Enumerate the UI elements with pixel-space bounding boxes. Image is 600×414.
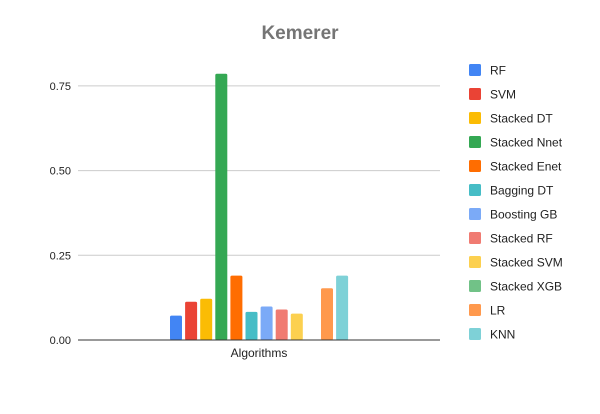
legend-swatch: [469, 328, 481, 340]
legend-swatch: [469, 64, 481, 76]
legend-label: Boosting GB: [490, 208, 557, 222]
bar-stacked-enet[interactable]: [230, 275, 243, 340]
bar-stacked-dt[interactable]: [200, 298, 213, 340]
bar-stacked-nnet[interactable]: [215, 73, 228, 340]
legend-label: Stacked DT: [490, 112, 553, 126]
legend-swatch: [469, 160, 481, 172]
y-tick-label: 0.00: [50, 335, 71, 347]
grid-layer: 0.00 0.25 0.50 0.75: [50, 81, 440, 347]
legend: RF SVM Stacked DT Stacked Nnet Stacked Enet B…: [469, 64, 563, 342]
legend-swatch: [469, 184, 481, 196]
bar-lr[interactable]: [321, 288, 333, 340]
legend-label: LR: [490, 304, 506, 318]
bar-bagging-dt[interactable]: [245, 311, 258, 340]
legend-swatch: [469, 256, 481, 268]
legend-label: Stacked SVM: [490, 256, 563, 270]
legend-swatch: [469, 136, 481, 148]
legend-swatch: [469, 112, 481, 124]
bar-rf[interactable]: [170, 315, 182, 340]
legend-swatch: [469, 232, 481, 244]
y-tick-label: 0.75: [50, 81, 71, 93]
x-category-label: Algorithms: [231, 346, 288, 360]
legend-label: Stacked RF: [490, 232, 553, 246]
bar-svm[interactable]: [185, 301, 198, 340]
y-tick-label: 0.25: [50, 250, 71, 262]
chart-title: Kemerer: [261, 23, 339, 44]
legend-label: Stacked Enet: [490, 160, 562, 174]
legend-swatch: [469, 208, 481, 220]
bar-boosting-gb[interactable]: [260, 306, 273, 341]
bar-stacked-rf[interactable]: [275, 309, 288, 341]
bar-layer: [170, 73, 349, 341]
bar-knn[interactable]: [336, 275, 349, 340]
legend-label: Bagging DT: [490, 184, 554, 198]
legend-swatch: [469, 304, 481, 316]
legend-label: Stacked Nnet: [490, 136, 563, 150]
y-tick-label: 0.50: [50, 166, 71, 178]
legend-label: RF: [490, 64, 506, 78]
legend-swatch: [469, 280, 481, 292]
legend-label: SVM: [490, 88, 516, 102]
bar-stacked-svm[interactable]: [290, 313, 303, 340]
legend-swatch: [469, 88, 481, 100]
legend-label: Stacked XGB: [490, 280, 562, 294]
legend-label: KNN: [490, 328, 515, 342]
